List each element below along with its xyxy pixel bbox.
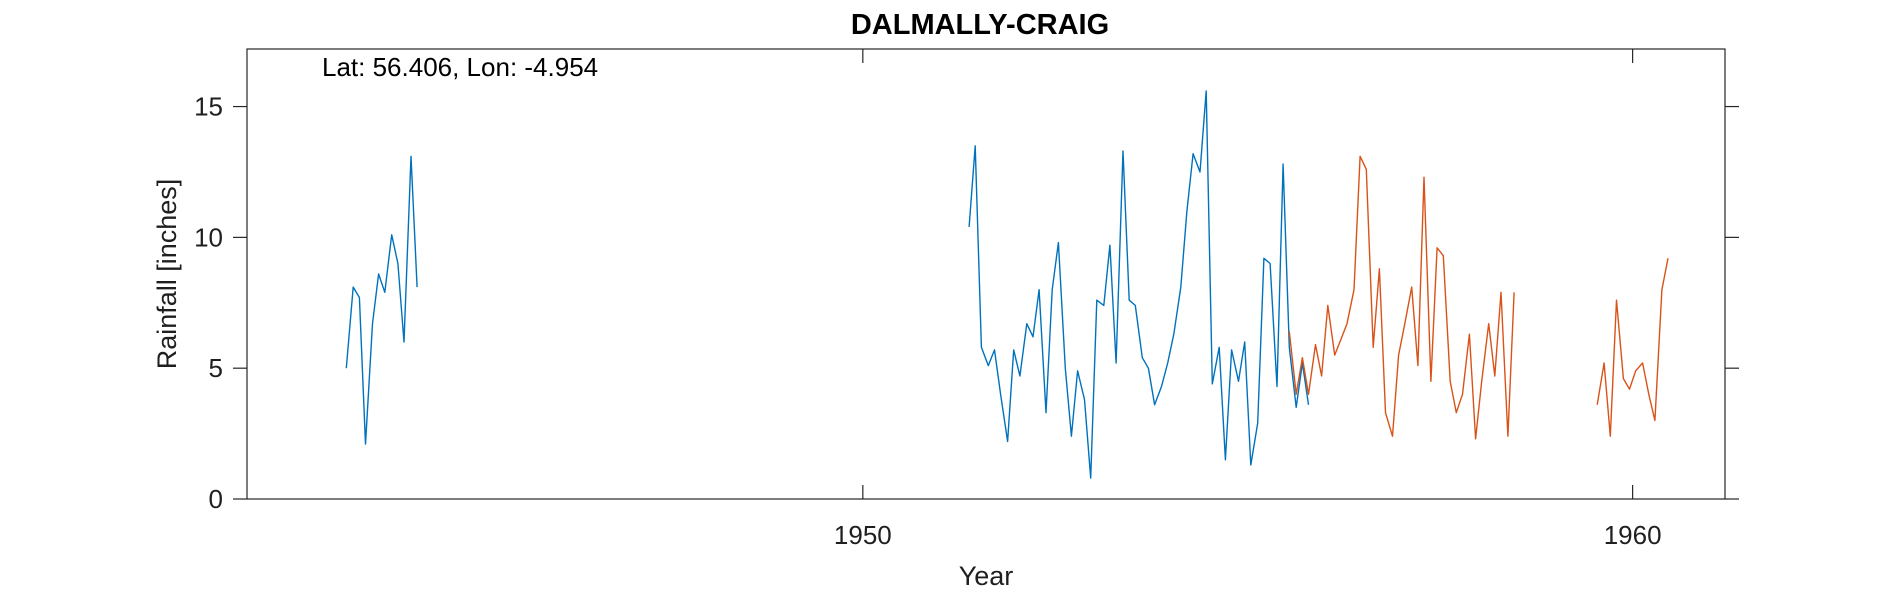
- series-line-blue: [968, 90, 1310, 479]
- series-lines: [345, 90, 1669, 479]
- y-tick-label: 15: [194, 92, 223, 122]
- series-line-orange: [1596, 258, 1669, 437]
- ticks-layer: 0 5 10 15 1950 1960: [194, 49, 1739, 550]
- series-line-blue: [345, 155, 418, 445]
- y-tick-label: 5: [209, 353, 223, 383]
- y-tick-label: 0: [209, 484, 223, 514]
- chart-title: DALMALLY-CRAIG: [851, 9, 1109, 41]
- plot-area: [246, 48, 1726, 500]
- y-tick-label: 10: [194, 222, 223, 252]
- series-line-orange: [1288, 155, 1515, 440]
- x-tick-label: 1960: [1604, 520, 1662, 550]
- y-axis-label: Rainfall [inches]: [152, 179, 182, 370]
- x-tick-label: 1950: [834, 520, 892, 550]
- location-annotation: Lat: 56.406, Lon: -4.954: [322, 52, 598, 82]
- x-axis-label: Year: [959, 561, 1014, 591]
